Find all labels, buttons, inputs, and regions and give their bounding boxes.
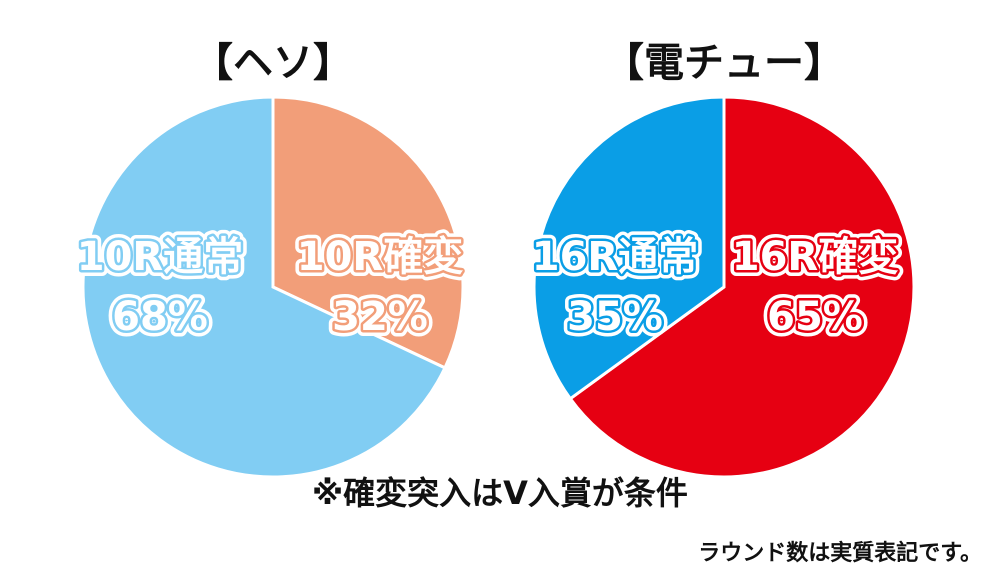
pie-slice-1-0 [568, 95, 916, 479]
slice-value-outline: 32% [332, 294, 428, 340]
slice-label: 10R通常 [77, 234, 243, 280]
slice-label: 10R確変 [297, 234, 463, 280]
slice-label: 16R通常 [532, 234, 698, 280]
chart-title-denchu: 【電チュー】 [604, 40, 844, 86]
slice-value-outline: 65% [767, 294, 863, 340]
slice-value: 65% [767, 294, 863, 340]
slice-label-outline: 16R通常 [532, 234, 698, 280]
slice-value: 35% [567, 294, 663, 340]
pie-slice-0-0 [271, 95, 465, 370]
slice-label: 16R確変 [732, 234, 898, 280]
slice-label-outline: 10R通常 [77, 234, 243, 280]
slice-value-outline: 35% [567, 294, 663, 340]
pie-slice-0-1 [81, 95, 447, 479]
slice-label-outline: 10R確変 [297, 234, 463, 280]
pie-slice-1-1 [532, 95, 726, 401]
slice-label-outline: 16R確変 [732, 234, 898, 280]
slice-value: 32% [332, 294, 428, 340]
chart-title-heso: 【ヘソ】 [193, 40, 353, 86]
slice-value-outline: 68% [112, 294, 208, 340]
slice-value: 68% [112, 294, 208, 340]
round-note: ラウンド数は実質表記です。 [698, 541, 982, 566]
footnote: ※確変突入はV入賞が条件 [312, 474, 688, 512]
